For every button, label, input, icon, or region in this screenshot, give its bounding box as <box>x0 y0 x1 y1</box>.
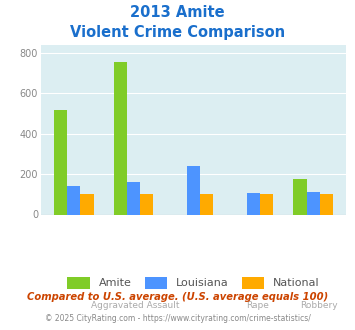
Bar <box>307 192 320 214</box>
Bar <box>294 179 307 215</box>
Bar <box>187 166 200 214</box>
Text: 2013 Amite: 2013 Amite <box>130 5 225 20</box>
Bar <box>80 194 93 214</box>
Bar <box>67 186 80 214</box>
Text: Compared to U.S. average. (U.S. average equals 100): Compared to U.S. average. (U.S. average … <box>27 292 328 302</box>
Bar <box>200 194 213 214</box>
Bar <box>54 110 67 214</box>
Bar <box>247 193 260 215</box>
Bar <box>320 194 333 214</box>
Text: Aggravated Assault: Aggravated Assault <box>91 301 179 310</box>
Text: Robbery: Robbery <box>300 301 338 310</box>
Bar <box>114 62 127 215</box>
Text: © 2025 CityRating.com - https://www.cityrating.com/crime-statistics/: © 2025 CityRating.com - https://www.city… <box>45 314 310 323</box>
Bar <box>260 194 273 214</box>
Bar <box>127 182 140 214</box>
Text: Rape: Rape <box>246 301 269 310</box>
Bar <box>140 194 153 214</box>
Text: Violent Crime Comparison: Violent Crime Comparison <box>70 25 285 40</box>
Legend: Amite, Louisiana, National: Amite, Louisiana, National <box>67 277 320 289</box>
